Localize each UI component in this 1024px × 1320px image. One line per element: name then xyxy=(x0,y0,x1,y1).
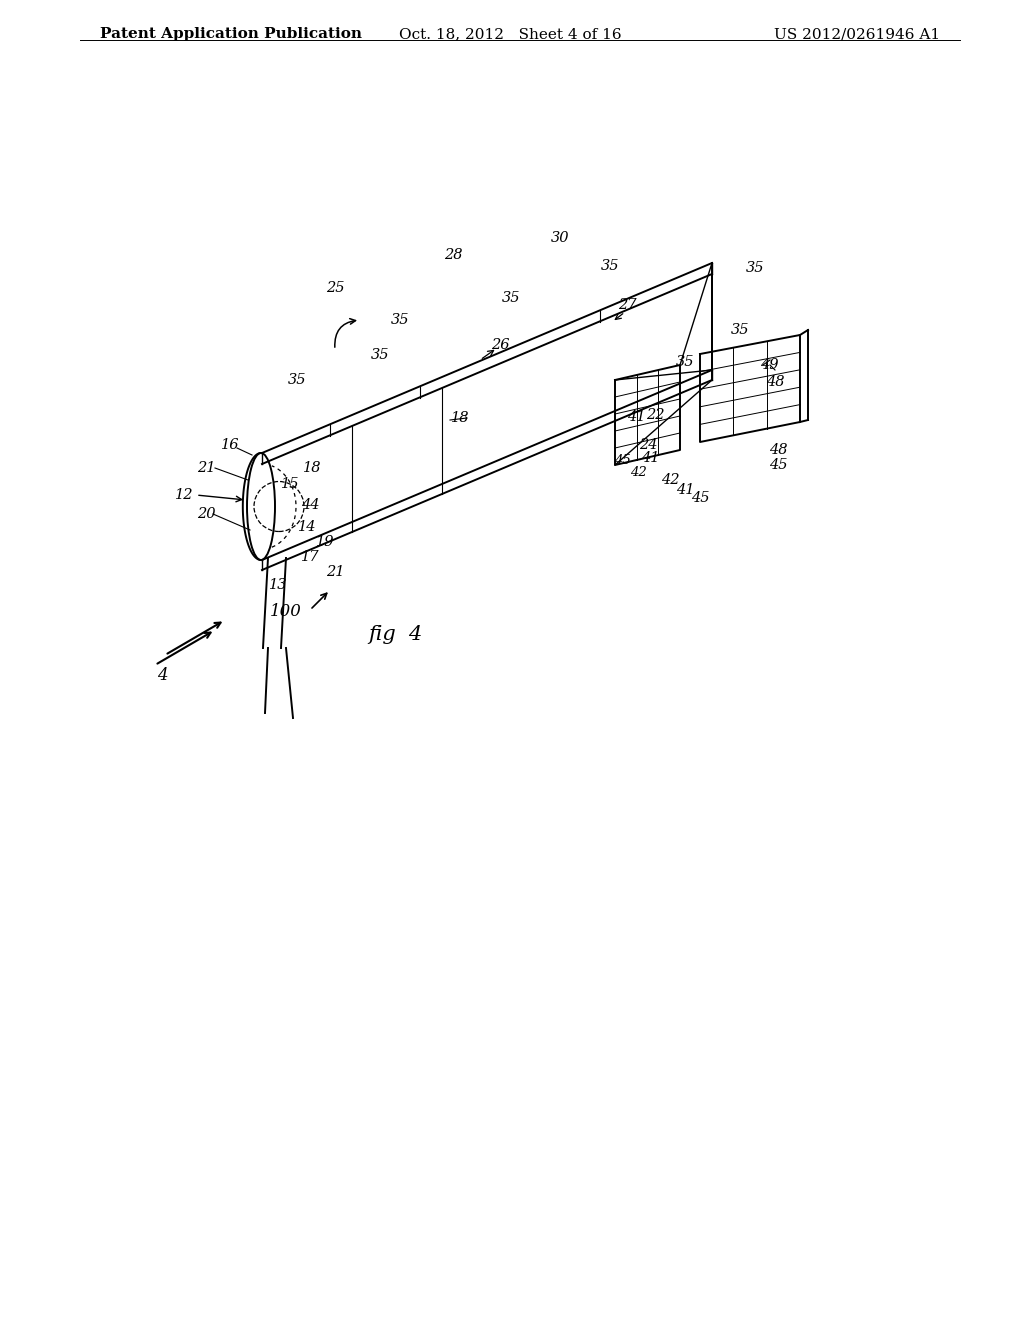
Text: 35: 35 xyxy=(601,259,620,273)
Text: 45: 45 xyxy=(613,454,631,466)
Text: 19: 19 xyxy=(315,535,334,549)
Text: 25: 25 xyxy=(326,281,344,294)
Text: 17: 17 xyxy=(301,550,319,564)
Text: 41: 41 xyxy=(627,411,645,424)
Text: 49: 49 xyxy=(760,358,778,372)
Text: 13: 13 xyxy=(268,578,288,591)
Text: fig  4: fig 4 xyxy=(368,626,422,644)
Text: 15: 15 xyxy=(281,477,299,491)
Text: 45: 45 xyxy=(769,458,787,473)
Text: 44: 44 xyxy=(301,498,319,512)
Text: 35: 35 xyxy=(676,355,694,370)
Text: 48: 48 xyxy=(766,375,784,389)
Text: 18: 18 xyxy=(451,411,469,425)
Text: 41: 41 xyxy=(676,483,694,498)
Text: 26: 26 xyxy=(490,338,509,352)
Text: 27: 27 xyxy=(617,298,636,312)
Text: 24: 24 xyxy=(639,438,657,451)
Text: 35: 35 xyxy=(288,374,306,387)
Text: 41: 41 xyxy=(641,451,659,465)
Text: 35: 35 xyxy=(745,261,764,275)
Text: 18: 18 xyxy=(303,461,322,475)
Text: 4: 4 xyxy=(157,667,167,684)
Text: 42: 42 xyxy=(630,466,646,479)
Text: 35: 35 xyxy=(391,313,410,327)
Text: US 2012/0261946 A1: US 2012/0261946 A1 xyxy=(774,26,940,41)
Text: 16: 16 xyxy=(221,438,240,451)
Text: 45: 45 xyxy=(691,491,710,506)
Text: 42: 42 xyxy=(660,473,679,487)
Text: 35: 35 xyxy=(502,290,520,305)
Text: 22: 22 xyxy=(646,408,665,422)
Text: 21: 21 xyxy=(326,565,344,579)
Text: Patent Application Publication: Patent Application Publication xyxy=(100,26,362,41)
Text: 14: 14 xyxy=(298,520,316,535)
Text: 21: 21 xyxy=(197,461,215,475)
Text: 35: 35 xyxy=(371,348,389,362)
Text: Oct. 18, 2012   Sheet 4 of 16: Oct. 18, 2012 Sheet 4 of 16 xyxy=(398,26,622,41)
Text: 100: 100 xyxy=(270,603,302,620)
Text: 48: 48 xyxy=(769,444,787,457)
Text: 30: 30 xyxy=(551,231,569,246)
Text: 28: 28 xyxy=(443,248,462,261)
Text: 20: 20 xyxy=(197,507,215,521)
Text: 35: 35 xyxy=(731,323,750,337)
Text: 12: 12 xyxy=(175,488,194,502)
